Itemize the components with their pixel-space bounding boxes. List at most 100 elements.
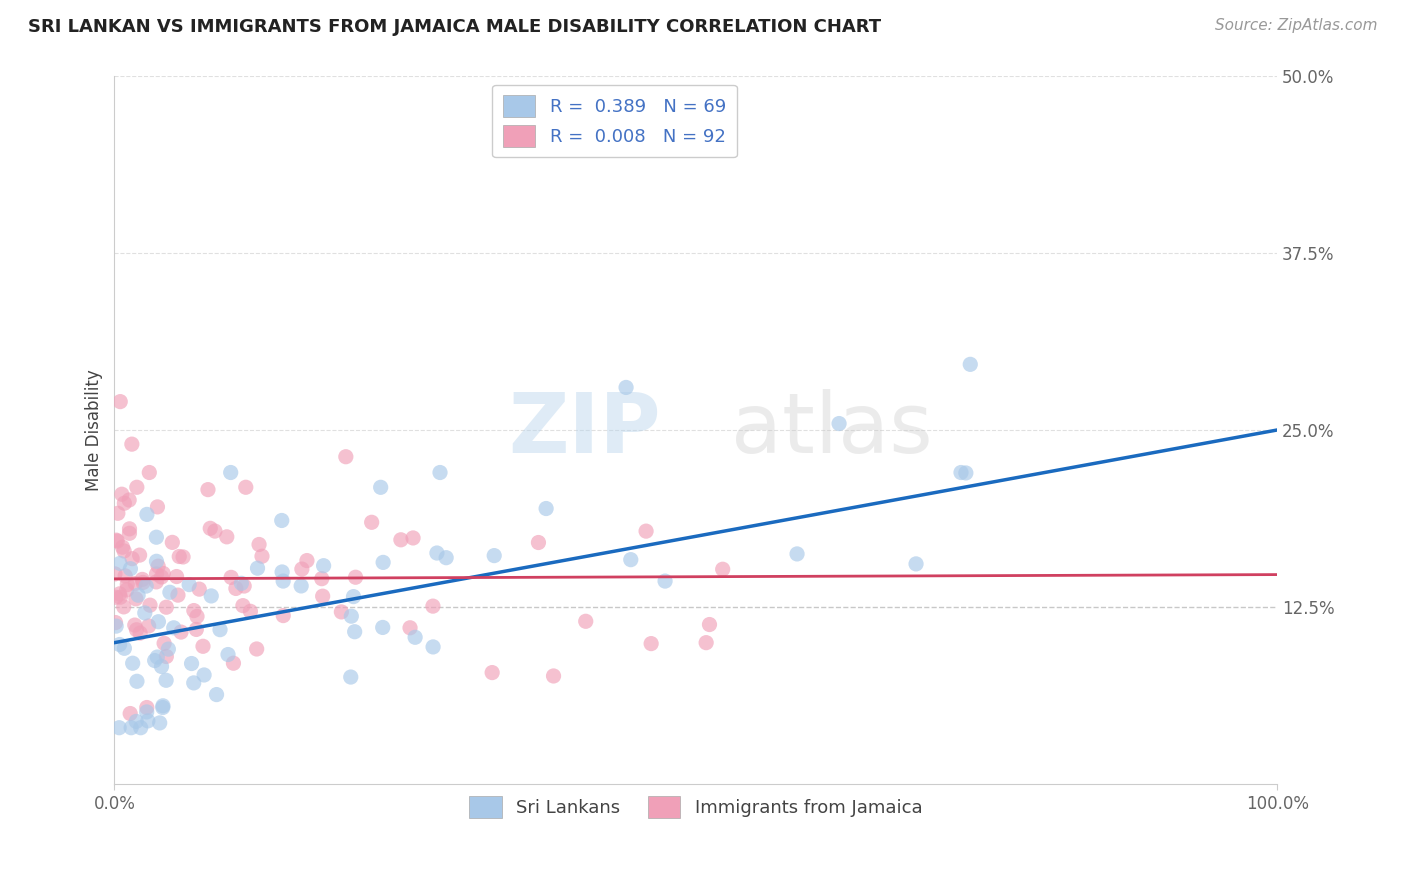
Point bbox=[120, 706, 142, 721]
Point bbox=[197, 483, 219, 497]
Point bbox=[172, 549, 194, 564]
Point bbox=[121, 437, 143, 451]
Point bbox=[371, 620, 394, 634]
Point bbox=[340, 609, 363, 624]
Text: atlas: atlas bbox=[731, 390, 932, 470]
Point bbox=[120, 562, 142, 576]
Point bbox=[125, 591, 148, 606]
Point bbox=[295, 553, 318, 567]
Point bbox=[108, 557, 131, 571]
Point bbox=[614, 380, 637, 394]
Point bbox=[344, 570, 367, 584]
Point bbox=[247, 537, 270, 551]
Point bbox=[104, 591, 127, 605]
Point bbox=[145, 530, 167, 544]
Point bbox=[191, 640, 214, 654]
Point bbox=[112, 496, 135, 510]
Point bbox=[208, 623, 231, 637]
Point bbox=[543, 669, 565, 683]
Point bbox=[200, 589, 222, 603]
Legend: Sri Lankans, Immigrants from Jamaica: Sri Lankans, Immigrants from Jamaica bbox=[463, 789, 929, 825]
Point bbox=[179, 577, 201, 591]
Point bbox=[110, 591, 132, 605]
Point bbox=[219, 570, 242, 584]
Point bbox=[205, 688, 228, 702]
Point bbox=[654, 574, 676, 588]
Point bbox=[118, 522, 141, 536]
Point bbox=[167, 549, 190, 564]
Point bbox=[145, 574, 167, 589]
Point bbox=[828, 417, 851, 431]
Point bbox=[134, 606, 156, 620]
Point bbox=[111, 487, 134, 501]
Point bbox=[342, 590, 364, 604]
Point bbox=[290, 579, 312, 593]
Point bbox=[534, 501, 557, 516]
Point bbox=[640, 637, 662, 651]
Point bbox=[527, 535, 550, 549]
Point bbox=[426, 546, 449, 560]
Point bbox=[422, 599, 444, 614]
Point bbox=[121, 551, 143, 566]
Point bbox=[711, 562, 734, 576]
Point bbox=[136, 714, 159, 728]
Point bbox=[949, 466, 972, 480]
Point bbox=[135, 700, 157, 714]
Point bbox=[232, 599, 254, 613]
Point bbox=[434, 550, 457, 565]
Point bbox=[111, 540, 134, 554]
Point bbox=[138, 466, 160, 480]
Point bbox=[399, 621, 422, 635]
Point bbox=[114, 569, 136, 583]
Point bbox=[422, 640, 444, 654]
Point bbox=[330, 605, 353, 619]
Point bbox=[127, 588, 149, 602]
Point bbox=[129, 626, 152, 640]
Point bbox=[121, 657, 143, 671]
Point bbox=[157, 642, 180, 657]
Y-axis label: Male Disability: Male Disability bbox=[86, 369, 103, 491]
Point bbox=[143, 654, 166, 668]
Point bbox=[138, 619, 160, 633]
Point bbox=[146, 559, 169, 574]
Point bbox=[159, 585, 181, 599]
Point bbox=[112, 599, 135, 614]
Point bbox=[620, 552, 643, 566]
Point bbox=[311, 589, 333, 603]
Point bbox=[118, 526, 141, 541]
Point bbox=[370, 480, 392, 494]
Point bbox=[108, 587, 131, 601]
Point bbox=[193, 668, 215, 682]
Text: SRI LANKAN VS IMMIGRANTS FROM JAMAICA MALE DISABILITY CORRELATION CHART: SRI LANKAN VS IMMIGRANTS FROM JAMAICA MA… bbox=[28, 18, 882, 36]
Point bbox=[311, 572, 333, 586]
Point bbox=[112, 544, 135, 558]
Point bbox=[636, 524, 658, 538]
Point bbox=[343, 624, 366, 639]
Point bbox=[105, 534, 128, 549]
Point bbox=[250, 549, 273, 564]
Point bbox=[146, 650, 169, 665]
Point bbox=[104, 615, 127, 630]
Point bbox=[105, 533, 128, 548]
Point bbox=[905, 557, 928, 571]
Point bbox=[170, 625, 193, 640]
Point bbox=[163, 621, 186, 635]
Point bbox=[124, 618, 146, 632]
Point bbox=[132, 575, 155, 590]
Point bbox=[135, 579, 157, 593]
Point bbox=[335, 450, 357, 464]
Point bbox=[150, 659, 173, 673]
Text: ZIP: ZIP bbox=[509, 390, 661, 470]
Point bbox=[145, 554, 167, 568]
Point bbox=[153, 636, 176, 650]
Point bbox=[200, 521, 222, 535]
Point bbox=[575, 615, 598, 629]
Point bbox=[108, 638, 131, 652]
Point bbox=[271, 608, 294, 623]
Point bbox=[235, 480, 257, 494]
Point bbox=[222, 657, 245, 671]
Point bbox=[150, 570, 173, 584]
Point bbox=[271, 565, 294, 579]
Point bbox=[125, 714, 148, 729]
Point bbox=[128, 548, 150, 562]
